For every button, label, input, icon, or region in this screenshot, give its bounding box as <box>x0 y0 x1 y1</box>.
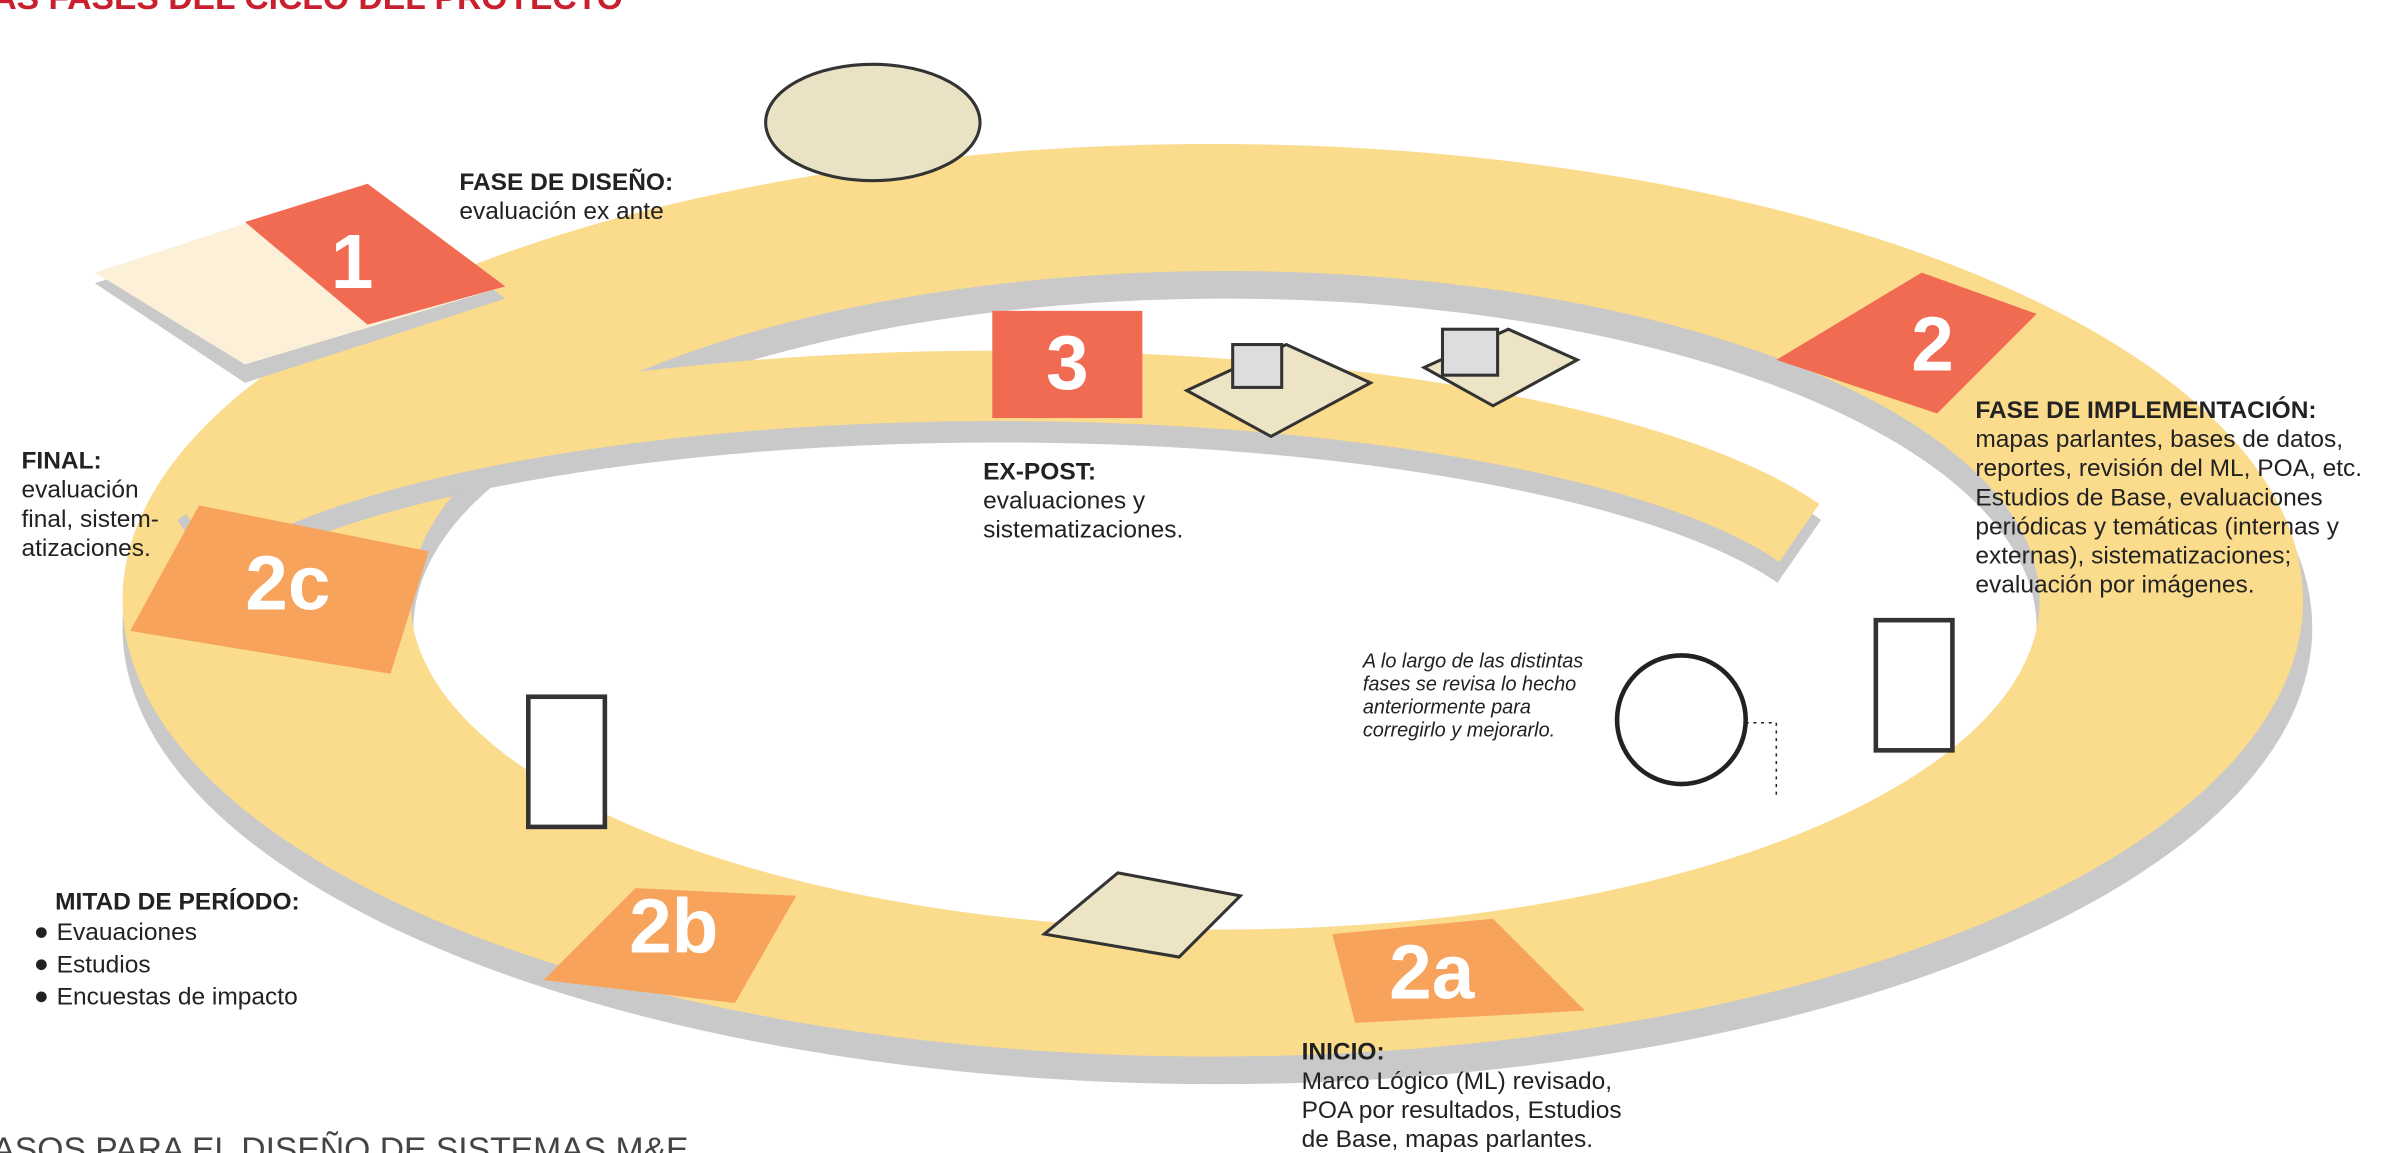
scene: AS FASES DEL CICLO DEL PROYECTO 1 2 3 2a 2b 2c… <box>0 0 2362 1153</box>
block-line: mapas parlantes, bases de datos, <box>1975 426 2343 453</box>
computer <box>1442 329 1497 375</box>
block-line: atizaciones. <box>21 535 150 562</box>
block-line: externas), sistematizaciones; <box>1975 543 2291 570</box>
block-line: de Base, mapas parlantes. <box>1302 1126 1593 1153</box>
block-heading: FASE DE IMPLEMENTACIÓN: <box>1975 396 2316 424</box>
bullet-text: Estudios <box>57 951 151 978</box>
footer-title: ASOS PARA EL DISEÑO DE SISTEMAS M&E <box>0 1131 688 1153</box>
bullet <box>36 992 47 1003</box>
phase-number: 3 <box>1046 321 1089 406</box>
note-line: corregirlo y mejorarlo. <box>1363 720 1555 742</box>
block-line: Estudios de Base, evaluaciones <box>1975 484 2322 511</box>
note-line: anteriormente para <box>1363 697 1531 719</box>
block-line: Marco Lógico (ML) revisado, <box>1302 1068 1612 1095</box>
phase-number: 2c <box>245 541 330 626</box>
connector <box>1746 723 1777 797</box>
block-line: evaluación <box>21 477 138 504</box>
phase-number: 2a <box>1389 930 1476 1015</box>
block-heading: EX-POST: <box>983 458 1096 485</box>
phase-number: 2b <box>629 884 718 969</box>
bullet <box>36 959 47 970</box>
block-line: final, sistem- <box>21 506 159 533</box>
computer <box>1233 345 1282 388</box>
diagram: AS FASES DEL CICLO DEL PROYECTO 1 2 3 2a 2b 2c… <box>0 0 2401 1153</box>
note-line: A lo largo de las distintas <box>1362 651 1583 673</box>
note-line: fases se revisa lo hecho <box>1363 674 1576 696</box>
phase-number: 2 <box>1911 303 1954 388</box>
round-table <box>766 64 980 180</box>
mid-term-heading: MITAD DE PERÍODO: <box>55 888 300 916</box>
magnifier <box>1617 655 1746 784</box>
bullet-text: Evauaciones <box>57 919 197 946</box>
block-heading: INICIO: <box>1302 1039 1385 1066</box>
easel <box>1876 620 1953 750</box>
block-line: evaluaciones y <box>983 487 1146 514</box>
bullet <box>36 927 47 938</box>
block-heading: FASE DE DISEÑO: <box>459 168 673 196</box>
block-line: sistematizaciones. <box>983 516 1183 543</box>
title: AS FASES DEL CICLO DEL PROYECTO <box>0 0 623 17</box>
block-line: evaluación por imágenes. <box>1975 572 2254 599</box>
block-line: POA por resultados, Estudios <box>1302 1097 1622 1124</box>
phase-number: 1 <box>331 220 374 305</box>
block-heading: FINAL: <box>21 448 101 475</box>
block-line: reportes, revisión del ML, POA, etc. <box>1975 455 2362 482</box>
easel <box>528 697 605 827</box>
block-line: evaluación ex ante <box>459 198 663 225</box>
block-line: periódicas y temáticas (internas y <box>1975 513 2339 540</box>
bullet-text: Encuestas de impacto <box>57 984 298 1011</box>
